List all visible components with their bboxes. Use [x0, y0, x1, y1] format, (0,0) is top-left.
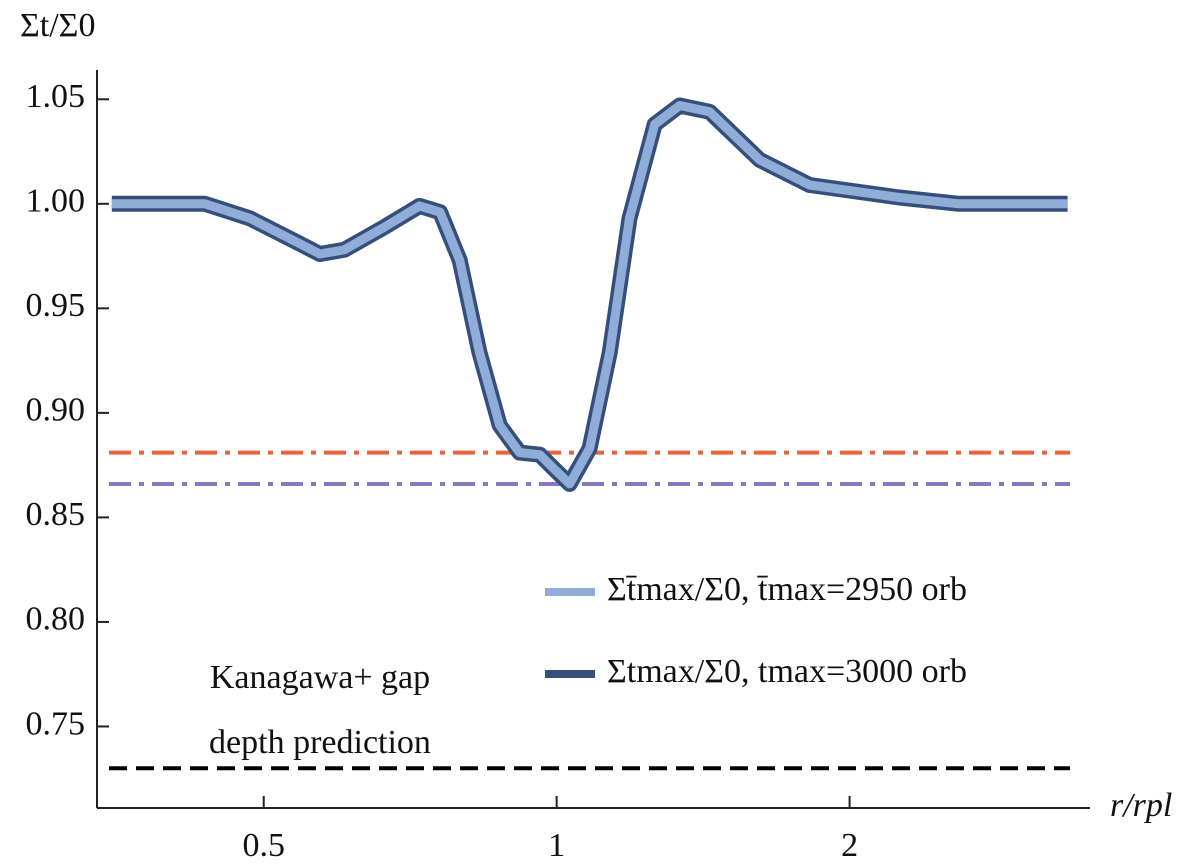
y-tick-label: 0.90	[26, 392, 86, 429]
y-tick-label: 0.80	[26, 601, 86, 638]
x-tick-label: 0.5	[242, 827, 285, 864]
series-line	[111, 101, 1068, 489]
x-axis-label: r/rpl	[1110, 787, 1172, 824]
x-tick-label: 2	[841, 827, 858, 864]
annotation: Kanagawa+ gap	[210, 659, 430, 696]
y-tick-label: 0.75	[26, 705, 86, 742]
annotation: depth prediction	[209, 724, 431, 761]
y-tick-label: 1.05	[26, 78, 86, 115]
y-tick-label: 0.85	[26, 496, 86, 533]
y-axis-label: Σt/Σ0	[20, 7, 95, 44]
legend-label: Σtmax/Σ0, tmax=3000 orb	[607, 653, 967, 690]
y-tick-label: 1.00	[26, 183, 86, 220]
x-tick-label: 1	[548, 827, 565, 864]
y-tick-label: 0.95	[26, 287, 86, 324]
legend-label: Σt̄max/Σ0, t̄max=2950 orb	[607, 571, 967, 608]
